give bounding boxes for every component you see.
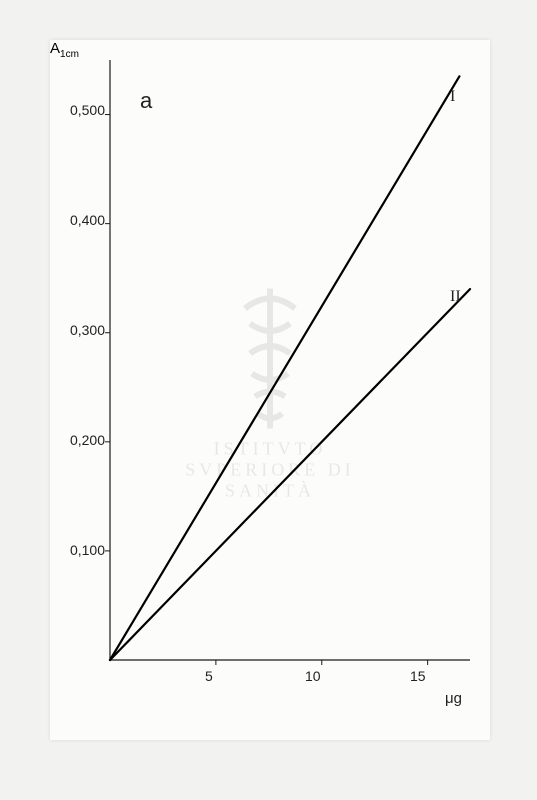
panel-label: a [140, 88, 152, 114]
series-label-1: I [450, 88, 455, 106]
y-tick-label: 0,500 [70, 102, 105, 118]
chart-panel: ISTITVTO SVPERIORE DI SANITÀ A1cm a 0,50… [50, 40, 490, 740]
x-tick-label: 10 [305, 668, 321, 684]
y-tick-label: 0,200 [70, 432, 105, 448]
y-tick-label: 0,100 [70, 542, 105, 558]
y-tick-label: 0,300 [70, 322, 105, 338]
series-label-2: II [450, 288, 461, 306]
x-tick-label: 5 [205, 668, 213, 684]
x-tick-label: 15 [410, 668, 426, 684]
x-axis-title: μg [445, 690, 462, 707]
page-root: ISTITVTO SVPERIORE DI SANITÀ A1cm a 0,50… [0, 0, 537, 800]
line-chart [50, 40, 490, 740]
y-tick-label: 0,400 [70, 212, 105, 228]
